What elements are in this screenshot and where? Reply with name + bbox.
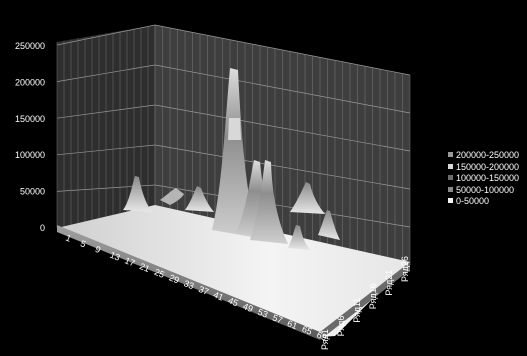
z-tick-label: 50000	[20, 187, 45, 197]
x-tick-label: 29	[168, 273, 181, 286]
x-tick-label: 9	[94, 244, 102, 255]
y-tick-label: Ряд1	[320, 329, 330, 350]
x-tick-label: 33	[182, 278, 195, 291]
x-tick-label: 57	[271, 312, 284, 325]
legend-label: 100000-150000	[456, 173, 520, 183]
peak-4	[123, 176, 152, 212]
peak-8	[288, 225, 310, 250]
legend-label: 0-50000	[456, 196, 490, 206]
y-axis: Ряд1 Ряд6 Ряд11 Ряд16 Ряд21 Ряд26	[320, 256, 410, 350]
z-tick-label: 200000	[15, 77, 45, 87]
z-axis: 0 50000 100000 150000 200000 250000	[15, 41, 45, 233]
x-tick-label: 1	[64, 233, 72, 244]
peak-main-band	[228, 118, 241, 140]
legend-swatch	[448, 186, 453, 192]
x-tick-label: 69	[315, 330, 328, 343]
z-tick-label: 0	[40, 223, 45, 233]
x-tick-label: 13	[109, 250, 122, 263]
surface-front-edge	[57, 225, 320, 340]
peak-main	[212, 68, 258, 238]
x-tick-label: 5	[79, 238, 87, 249]
x-tick-label: 53	[256, 307, 269, 320]
x-tick-label: 25	[153, 267, 166, 280]
peak-3	[250, 160, 288, 244]
peak-9	[160, 188, 184, 205]
x-tick-label: 49	[241, 301, 254, 314]
z-tick-label: 150000	[15, 114, 45, 124]
x-tick-label: 21	[138, 261, 151, 274]
peak-6	[290, 182, 325, 214]
x-tick-label: 37	[197, 284, 210, 297]
y-tick-label: Ряд16	[368, 283, 378, 309]
surface-right-edge	[320, 262, 410, 340]
y-tick-label: Ряд21	[384, 270, 394, 296]
legend-swatch	[448, 163, 453, 169]
peak-7	[318, 210, 340, 240]
z-tick-label: 250000	[15, 41, 45, 51]
y-tick-label: Ряд26	[400, 256, 410, 282]
surface-base	[57, 205, 410, 337]
legend-swatch	[448, 175, 453, 180]
y-tick-label: Ряд6	[336, 316, 346, 337]
y-tick-label: Ряд11	[352, 298, 362, 323]
z-tick-label: 100000	[15, 150, 45, 160]
surface-peaks	[123, 68, 340, 250]
legend-swatch	[448, 198, 453, 203]
x-tick-label: 41	[212, 290, 225, 303]
peak-5	[185, 186, 214, 212]
x-tick-label: 61	[286, 318, 299, 331]
x-tick-label: 45	[227, 295, 240, 308]
legend-label: 50000-100000	[456, 184, 515, 195]
x-tick-label: 17	[123, 255, 136, 268]
x-axis: 159 13 17 21 25 29 33 37 41 45 49 53 57 61 65 69	[64, 233, 328, 343]
x-tick-label: 65	[300, 324, 313, 337]
legend-label: 150000-200000	[456, 161, 520, 172]
legend-label: 200000-250000	[456, 150, 520, 160]
legend-swatch	[448, 152, 453, 157]
